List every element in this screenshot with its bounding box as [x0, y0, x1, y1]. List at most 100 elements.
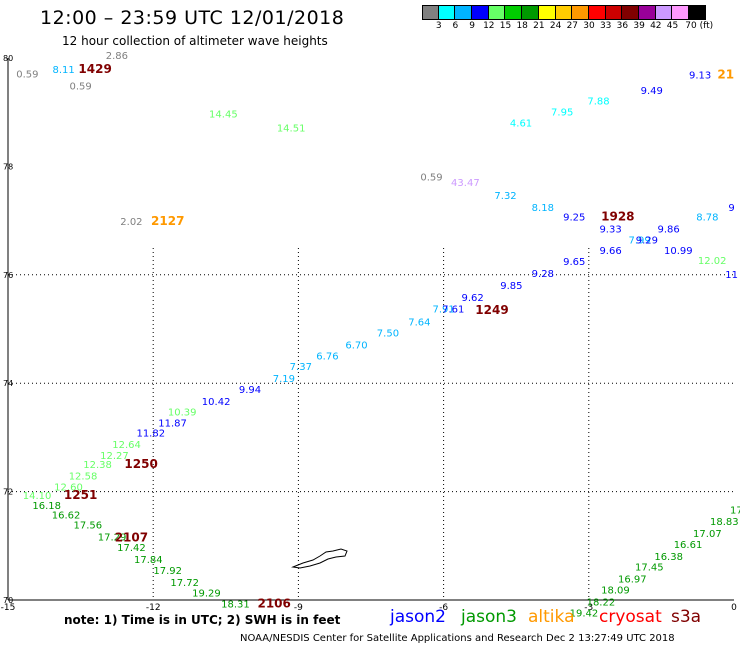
- wave-height-label: 9.13: [689, 71, 711, 82]
- longitude-tick-label: -3: [584, 603, 593, 613]
- wave-height-label: 17.29: [98, 532, 127, 543]
- wave-height-label: 7.64: [408, 318, 430, 329]
- pass-time-label: 1251: [64, 488, 97, 502]
- longitude-tick-label: 0: [731, 603, 737, 613]
- wave-height-label: 19.42: [570, 608, 599, 619]
- color-swatch: [422, 5, 439, 20]
- wave-height-label: 16.18: [32, 501, 61, 512]
- longitude-tick-label: -6: [439, 603, 448, 613]
- satellite-legend-jason3: jason3: [461, 607, 517, 627]
- satellite-legend-s3a: s3a: [671, 607, 702, 627]
- satellite-legend-cryosat: cryosat: [599, 607, 662, 627]
- wave-height-label: 17.07: [693, 529, 722, 540]
- color-scale-label: 24: [549, 21, 562, 31]
- wave-height-label: 18.22: [587, 597, 616, 608]
- wave-height-label: 9.29: [636, 235, 658, 246]
- wave-height-label: 7.19: [273, 374, 295, 385]
- wave-height-label: 11.87: [158, 419, 187, 430]
- latitude-tick-label: 78: [3, 162, 13, 171]
- color-scale-label: 30: [583, 21, 595, 31]
- color-scale-label: 3: [435, 21, 442, 31]
- color-swatch: [672, 5, 689, 20]
- wave-height-label: 9.62: [462, 293, 484, 304]
- wave-height-label: 18.31: [221, 600, 250, 611]
- color-scale-label: 9: [469, 21, 475, 31]
- satellite-legend-altika: altika: [528, 607, 575, 627]
- color-scale-label: 27: [566, 21, 579, 31]
- wave-height-label: 8.11: [53, 65, 75, 76]
- color-swatch: [638, 5, 656, 20]
- wave-height-label: 12.02: [698, 256, 727, 267]
- color-swatch: [588, 5, 606, 20]
- pass-time-label: 1928: [601, 210, 634, 224]
- footnote: note: 1) Time is in UTC; 2) SWH is in fe…: [64, 613, 341, 627]
- wave-height-label: 10.39: [168, 408, 197, 419]
- color-scale-label: 18: [516, 21, 528, 31]
- wave-height-label: 0.59: [69, 81, 91, 92]
- wave-height-label: 12.38: [83, 460, 112, 471]
- color-scale-label: 42: [650, 21, 662, 31]
- color-scale-label: 6: [452, 21, 459, 31]
- wave-height-label: 9.49: [641, 86, 663, 97]
- color-scale-labels: 3 6 9 12 15 18 21 24 27 30 33 36 39 42 45 70 (ft): [422, 21, 740, 33]
- wave-height-label: 6.76: [316, 351, 338, 362]
- pass-time-label: 1250: [124, 457, 157, 471]
- latitude-tick-label: 80: [3, 54, 13, 63]
- wave-height-label: 2.86: [106, 51, 128, 62]
- wave-height-label: 17.45: [635, 563, 664, 574]
- wave-height-label: 10.42: [202, 397, 231, 408]
- color-swatch: [622, 5, 639, 20]
- wave-height-label: 8.78: [696, 213, 718, 224]
- pass-time-label: 2127: [151, 214, 184, 228]
- wave-height-label: 11.82: [136, 428, 165, 439]
- color-swatch: [505, 5, 523, 20]
- wave-height-label: 17.84: [134, 555, 163, 566]
- wave-height-label: 7.88: [587, 97, 609, 108]
- latitude-tick-label: 76: [3, 271, 13, 280]
- wave-height-label: 6.70: [345, 341, 367, 352]
- wave-height-label: 17.42: [117, 543, 146, 554]
- color-swatch: [555, 5, 573, 20]
- wave-height-label: 12.64: [112, 440, 141, 451]
- wave-height-label: 11: [725, 270, 738, 281]
- wave-height-label: 18.09: [601, 585, 630, 596]
- color-swatch: [455, 5, 473, 20]
- longitude-tick-label: -15: [1, 603, 16, 613]
- pass-time-label: 21: [717, 68, 734, 82]
- wave-height-label: 7.37: [290, 362, 312, 373]
- wave-height-label: 14.51: [277, 124, 306, 135]
- wave-height-label: 7.91: [432, 305, 454, 316]
- wave-height-label: 7.95: [551, 107, 573, 118]
- color-scale-label: 70 (ft): [685, 21, 714, 31]
- color-swatch: [655, 5, 673, 20]
- wave-height-label: 17: [730, 505, 740, 516]
- pass-time-label: 2107: [115, 530, 148, 544]
- wave-height-label: 14.45: [209, 110, 238, 121]
- color-scale-label: 21: [533, 21, 545, 31]
- credit-line: NOAA/NESDIS Center for Satellite Applica…: [240, 633, 675, 644]
- latitude-tick-label: 72: [3, 488, 13, 497]
- color-swatch: [538, 5, 556, 20]
- wave-height-label: 17.56: [74, 520, 103, 531]
- wave-height-label: 7.99: [628, 235, 650, 246]
- pass-time-label: 1429: [78, 62, 111, 76]
- wave-height-label: 12.58: [69, 472, 98, 483]
- wave-height-label: 0.59: [420, 172, 442, 183]
- longitude-tick-label: -9: [294, 603, 303, 613]
- pass-time-label: 1249: [475, 303, 508, 317]
- wave-height-label: 9: [728, 203, 734, 214]
- map-title: 12:00 – 23:59 UTC 12/01/2018: [40, 7, 345, 29]
- wave-height-label: 9.33: [599, 225, 621, 236]
- wave-height-label: 18.83: [710, 517, 739, 528]
- color-swatch: [488, 5, 506, 20]
- color-scale-label: 39: [633, 21, 645, 31]
- wave-height-label: 10.99: [664, 246, 693, 257]
- wave-height-label: 7.32: [494, 191, 516, 202]
- color-scale-label: 12: [483, 21, 495, 31]
- color-swatch: [605, 5, 623, 20]
- wave-height-label: 16.97: [618, 575, 647, 586]
- color-scale-label: 45: [666, 21, 679, 31]
- wave-height-label: 9.65: [563, 257, 585, 268]
- island-outline: [291, 548, 348, 569]
